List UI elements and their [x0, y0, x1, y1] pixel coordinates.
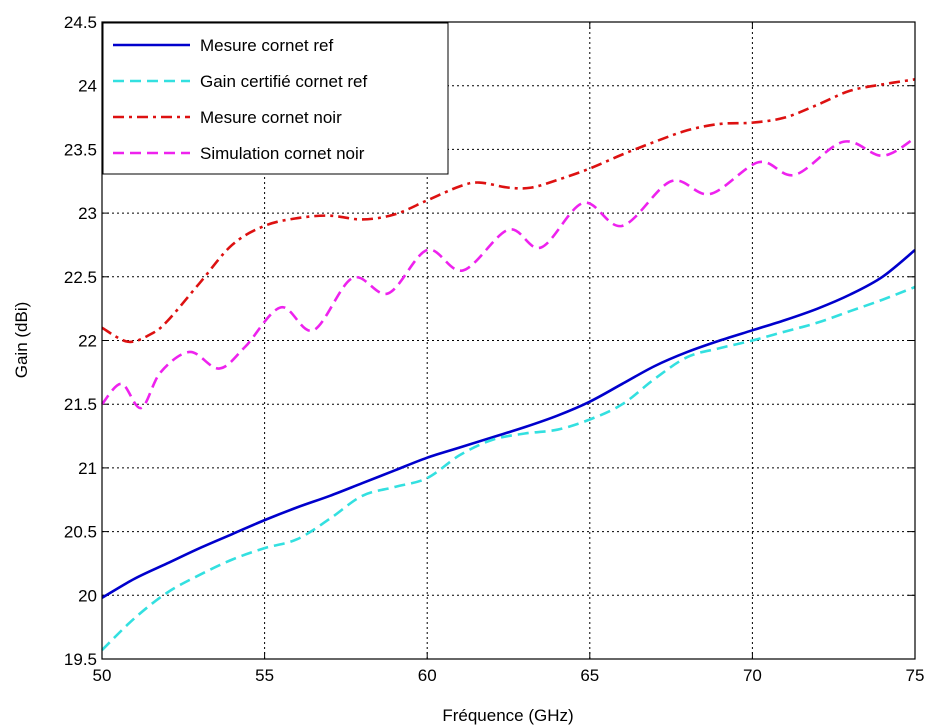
y-tick-label: 24: [78, 77, 97, 96]
x-axis-label: Fréquence (GHz): [442, 706, 573, 725]
y-tick-label: 19.5: [64, 650, 97, 669]
x-tick-label: 70: [743, 666, 762, 685]
legend-label-mesure-cornet-ref: Mesure cornet ref: [200, 36, 333, 55]
x-tick-label: 65: [580, 666, 599, 685]
legend: Mesure cornet ref Gain certifié cornet re…: [102, 22, 449, 175]
plot-frame: [101, 21, 916, 660]
y-tick-label: 22: [78, 332, 97, 351]
series-line-mesure-cornet-noir: [101, 78, 916, 344]
x-tick-label: 50: [93, 666, 112, 685]
x-tick-labels: 50 55 60 65 70 75: [93, 666, 925, 685]
y-tick-label: 23.5: [64, 140, 97, 159]
x-tick-label: 60: [418, 666, 437, 685]
legend-label-simulation-cornet-noir: Simulation cornet noir: [200, 144, 365, 163]
x-tick-label: 75: [906, 666, 925, 685]
y-tick-label: 22.5: [64, 268, 97, 287]
series-line-mesure-cornet-ref: [101, 249, 916, 599]
y-tick-label: 21: [78, 459, 97, 478]
y-tick-label: 21.5: [64, 395, 97, 414]
legend-label-mesure-cornet-noir: Mesure cornet noir: [200, 108, 342, 127]
y-tick-label: 24.5: [64, 13, 97, 32]
series-lines: [100, 78, 916, 652]
x-tick-label: 55: [255, 666, 274, 685]
y-tick-label: 23: [78, 204, 97, 223]
y-tick-label: 20.5: [64, 523, 97, 542]
y-axis-label: Gain (dBi): [12, 302, 31, 379]
series-line-gain-certifi-cornet-ref: [101, 285, 916, 652]
legend-box: [102, 22, 449, 175]
series-line-simulation-cornet-noir: [100, 136, 916, 410]
legend-label-gain-certifi-cornet-ref: Gain certifié cornet ref: [200, 72, 368, 91]
y-tick-label: 20: [78, 586, 97, 605]
y-tick-labels: 19.5 20 20.5 21 21.5 22 22.5 23 23.5 24 24.5: [64, 13, 97, 669]
